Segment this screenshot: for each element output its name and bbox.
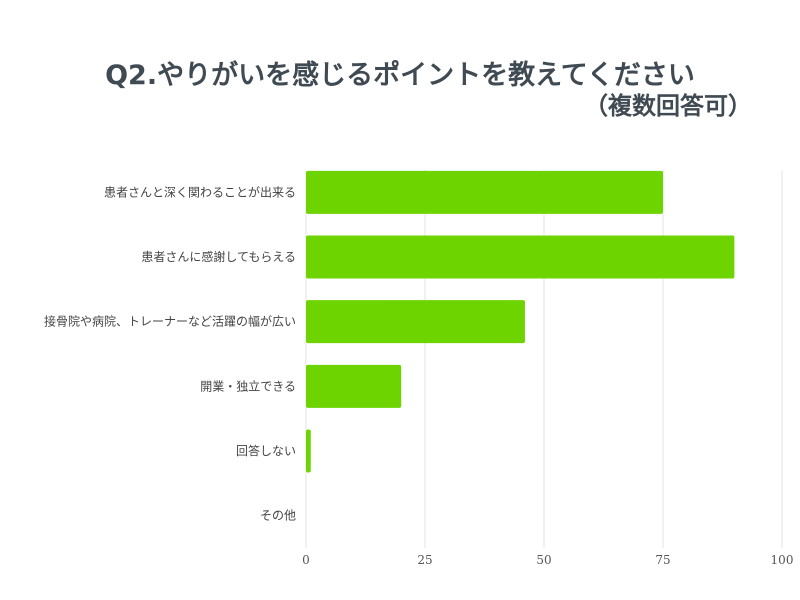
category-label: 接骨院や病院、トレーナーなど活躍の幅が広い xyxy=(44,314,296,329)
x-tick-label: 25 xyxy=(417,553,432,567)
category-label: その他 xyxy=(260,509,296,523)
chart-title: Q2.やりがいを感じるポイントを教えてください xyxy=(105,59,695,91)
bar-layer xyxy=(306,170,735,473)
x-tick-label: 0 xyxy=(302,553,310,567)
category-label: 回答しない xyxy=(236,443,296,458)
category-label: 患者さんと深く関わることが出来る xyxy=(104,184,296,199)
bar xyxy=(306,300,525,344)
x-tick-label: 100 xyxy=(771,553,794,567)
chart-subtitle: （複数回答可） xyxy=(584,92,752,120)
bar xyxy=(306,364,402,408)
bar xyxy=(306,235,735,279)
x-tick-label: 75 xyxy=(655,553,670,567)
bar xyxy=(306,170,663,214)
category-label: 開業・独立できる xyxy=(200,378,296,393)
category-label: 患者さんに感謝してもらえる xyxy=(141,249,296,264)
category-label-layer: 患者さんと深く関わることが出来る患者さんに感謝してもらえる接骨院や病院、トレーナ… xyxy=(44,184,296,522)
tick-label-layer: 0 25 50 75 100 xyxy=(302,553,793,567)
x-tick-label: 50 xyxy=(536,553,551,567)
grid-layer xyxy=(305,170,783,548)
bar xyxy=(306,429,311,473)
